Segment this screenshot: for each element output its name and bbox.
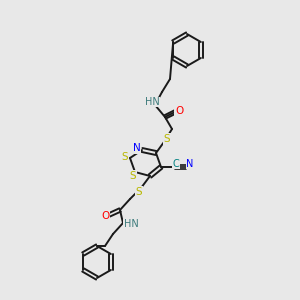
Text: S: S bbox=[164, 134, 170, 144]
Text: HN: HN bbox=[145, 97, 159, 107]
Text: HN: HN bbox=[124, 219, 138, 229]
Text: S: S bbox=[122, 152, 128, 162]
Text: C: C bbox=[172, 159, 179, 169]
Text: O: O bbox=[175, 106, 183, 116]
Text: N: N bbox=[133, 143, 141, 153]
Text: O: O bbox=[101, 211, 109, 221]
Text: S: S bbox=[136, 187, 142, 197]
Text: S: S bbox=[130, 171, 136, 181]
Text: N: N bbox=[186, 159, 194, 169]
